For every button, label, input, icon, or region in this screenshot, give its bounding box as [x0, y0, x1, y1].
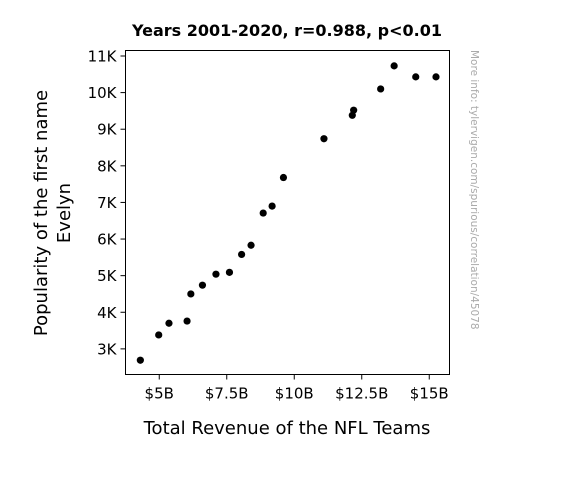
y-axis-label: Popularity of the first name — [31, 90, 52, 336]
data-point — [187, 290, 195, 298]
data-point — [165, 319, 173, 327]
data-point — [390, 62, 398, 70]
y-tick-label: 4K — [97, 304, 118, 322]
data-point — [212, 270, 220, 278]
data-point — [259, 209, 267, 217]
y-axis-label-line2: Evelyn — [54, 183, 75, 243]
data-point — [198, 281, 207, 289]
x-axis-label: Total Revenue of the NFL Teams — [143, 418, 431, 439]
y-tick-label: 5K — [97, 267, 118, 285]
data-point — [412, 73, 420, 81]
x-tick-label: $10B — [275, 385, 314, 403]
data-point — [432, 73, 440, 81]
x-tick-label: $5B — [145, 385, 174, 403]
y-tick-label: 9K — [97, 121, 118, 139]
x-tick-label: $12.5B — [335, 385, 388, 403]
y-tick-label: 6K — [97, 231, 118, 249]
source-watermark: More info: tylervigen.com/spurious/corre… — [468, 50, 480, 330]
data-point — [350, 106, 358, 114]
y-tick-label: 7K — [97, 194, 118, 212]
axis-ticks: $5B $7.5B $10B $12.5B $15B 3K 4K 5K 6K 7K 8K 9K 10K 1… — [88, 47, 449, 402]
data-point — [136, 356, 144, 364]
data-point — [238, 250, 246, 259]
y-tick-label: 11K — [88, 47, 118, 65]
data-points — [136, 62, 440, 364]
data-point — [320, 135, 328, 143]
x-tick-label: $15B — [410, 385, 449, 403]
data-point — [225, 268, 234, 276]
chart-title: Years 2001-2020, r=0.988, p<0.01 — [131, 21, 442, 40]
plot-area-frame — [125, 50, 450, 375]
data-point — [155, 331, 163, 339]
data-point — [268, 202, 276, 210]
x-tick-label: $7.5B — [205, 385, 249, 403]
data-point — [279, 173, 288, 182]
y-tick-label: 8K — [97, 157, 118, 175]
y-tick-label: 10K — [88, 84, 118, 102]
y-tick-label: 3K — [97, 340, 118, 358]
data-point — [377, 85, 385, 93]
data-point — [183, 317, 191, 325]
data-point — [247, 241, 255, 249]
